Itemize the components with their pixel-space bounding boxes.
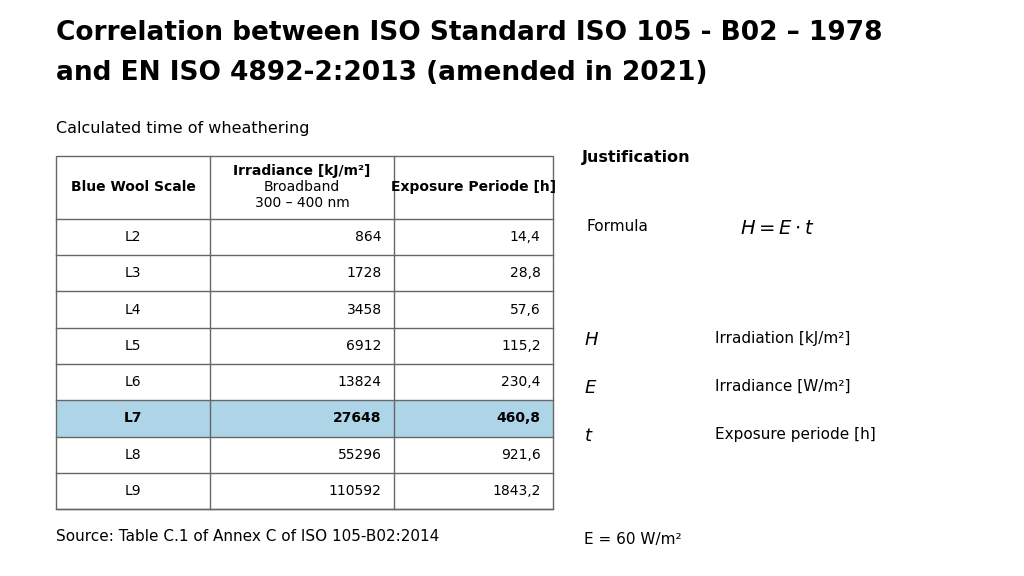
- Text: L4: L4: [125, 302, 141, 317]
- Text: 55296: 55296: [338, 448, 382, 462]
- Text: L9: L9: [125, 484, 141, 498]
- Text: $E$: $E$: [584, 379, 597, 397]
- Text: 864: 864: [355, 230, 382, 244]
- Text: Irradiance [W/m²]: Irradiance [W/m²]: [715, 379, 850, 394]
- Text: 230,4: 230,4: [502, 375, 541, 389]
- Text: 921,6: 921,6: [501, 448, 541, 462]
- Text: and EN ISO 4892-2:2013 (amended in 2021): and EN ISO 4892-2:2013 (amended in 2021): [56, 60, 708, 86]
- Text: 110592: 110592: [329, 484, 382, 498]
- Text: $H$: $H$: [584, 331, 599, 349]
- Text: Correlation between ISO Standard ISO 105 - B02 – 1978: Correlation between ISO Standard ISO 105…: [56, 20, 883, 46]
- Text: 3458: 3458: [346, 302, 382, 317]
- Text: L5: L5: [125, 339, 141, 353]
- Text: $t$: $t$: [584, 427, 593, 445]
- Text: Exposure Periode [h]: Exposure Periode [h]: [391, 180, 556, 194]
- Text: 460,8: 460,8: [497, 411, 541, 426]
- Text: 300 – 400 nm: 300 – 400 nm: [255, 196, 349, 210]
- Text: L8: L8: [125, 448, 141, 462]
- Text: Blue Wool Scale: Blue Wool Scale: [71, 180, 196, 194]
- Text: Irradiance [kJ/m²]: Irradiance [kJ/m²]: [233, 164, 371, 178]
- Text: 6912: 6912: [346, 339, 382, 353]
- Text: Calculated time of wheathering: Calculated time of wheathering: [56, 121, 310, 136]
- Text: L2: L2: [125, 230, 141, 244]
- Text: $H = E \cdot t$: $H = E \cdot t$: [740, 219, 815, 238]
- Text: 27648: 27648: [333, 411, 382, 426]
- Text: 28,8: 28,8: [510, 266, 541, 281]
- Text: 1728: 1728: [346, 266, 382, 281]
- Text: 57,6: 57,6: [510, 302, 541, 317]
- Bar: [56, 400, 553, 437]
- Text: E = 60 W/m²: E = 60 W/m²: [584, 532, 681, 547]
- Text: L3: L3: [125, 266, 141, 281]
- Bar: [56, 156, 553, 509]
- Text: 115,2: 115,2: [501, 339, 541, 353]
- Text: Justification: Justification: [582, 150, 690, 165]
- Text: Source: Table C.1 of Annex C of ISO 105-B02:2014: Source: Table C.1 of Annex C of ISO 105-…: [56, 529, 439, 544]
- Text: L6: L6: [125, 375, 141, 389]
- Text: 13824: 13824: [338, 375, 382, 389]
- Text: Exposure periode [h]: Exposure periode [h]: [715, 427, 876, 442]
- Text: 14,4: 14,4: [510, 230, 541, 244]
- Text: 1843,2: 1843,2: [493, 484, 541, 498]
- Text: Broadband: Broadband: [264, 180, 340, 194]
- Text: Formula: Formula: [587, 219, 648, 234]
- Text: L7: L7: [124, 411, 142, 426]
- Text: Irradiation [kJ/m²]: Irradiation [kJ/m²]: [715, 331, 850, 346]
